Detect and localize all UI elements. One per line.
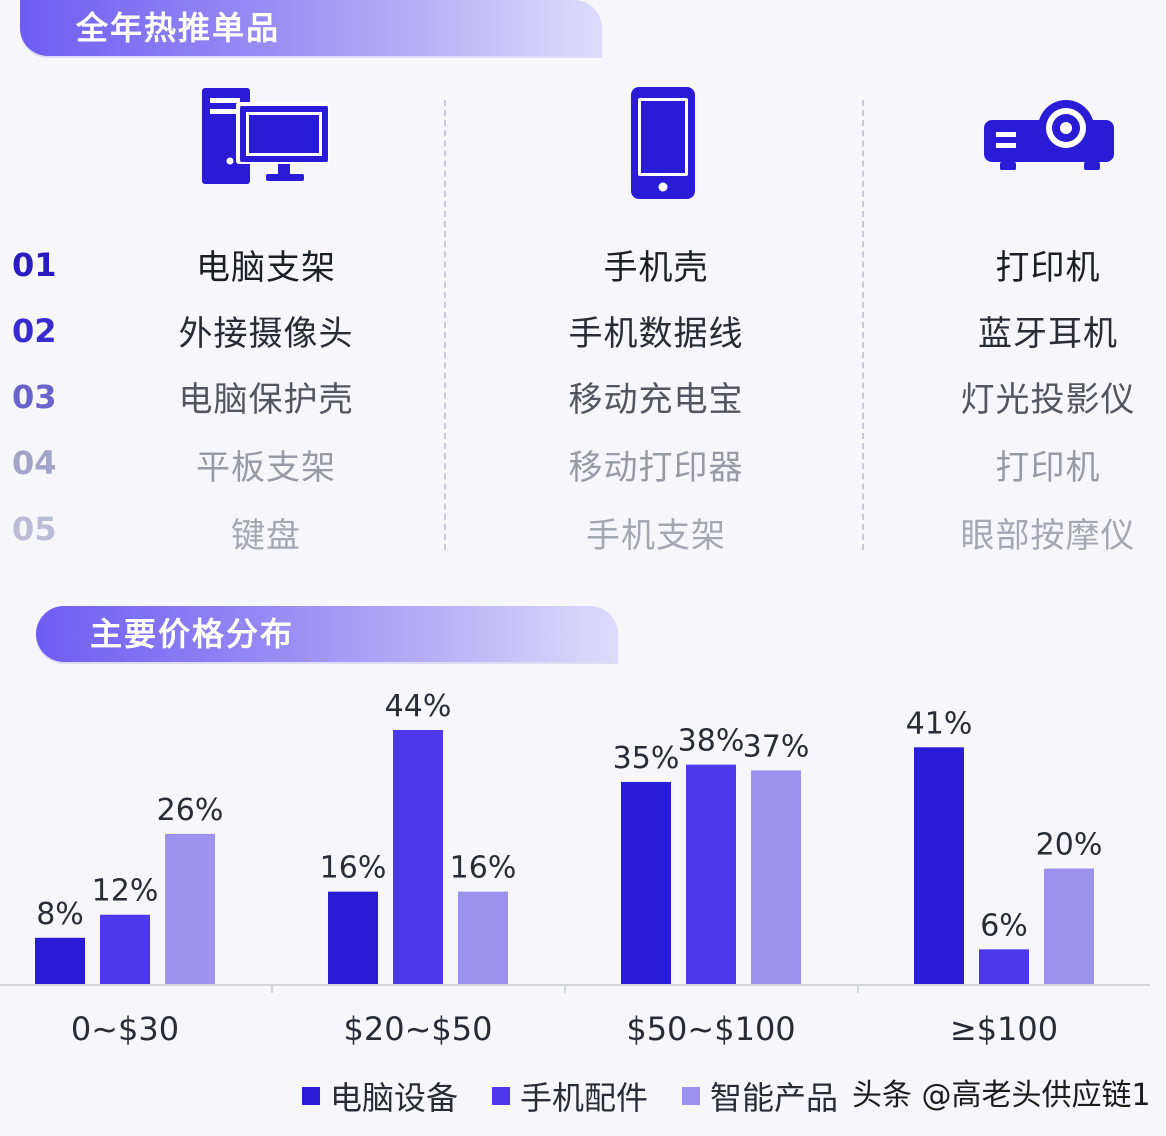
rank-number: 01 xyxy=(12,246,57,284)
product-item: 电脑支架 xyxy=(196,248,336,288)
legend-label: 手机配件 xyxy=(520,1079,649,1117)
product-item: 蓝牙耳机 xyxy=(978,314,1118,354)
bar xyxy=(751,770,801,984)
product-item: 电脑保护壳 xyxy=(178,380,354,420)
legend-item-computer-equipment: 电脑设备 xyxy=(302,1076,459,1117)
bar xyxy=(458,891,508,984)
watermark-text: 头条 @高老头供应链1 xyxy=(852,1078,1151,1113)
data-label: 6% xyxy=(980,908,1028,943)
product-item: 手机数据线 xyxy=(568,314,744,354)
legend-swatch xyxy=(302,1087,320,1105)
column-divider xyxy=(444,100,446,550)
product-item: 手机支架 xyxy=(586,516,726,556)
data-label: 38% xyxy=(678,724,745,759)
legend-swatch xyxy=(492,1087,510,1105)
data-label: 37% xyxy=(743,729,810,764)
desktop-computer-icon xyxy=(200,86,332,190)
bar xyxy=(100,914,150,984)
x-tick-label: ≥$100 xyxy=(950,1010,1058,1048)
product-item: 灯光投影仪 xyxy=(960,380,1136,420)
legend-item-phone-accessories: 手机配件 xyxy=(492,1076,649,1117)
data-label: 41% xyxy=(906,706,973,741)
bar xyxy=(621,781,671,984)
product-item: 平板支架 xyxy=(196,448,336,488)
data-label: 16% xyxy=(450,851,517,886)
product-item: 外接摄像头 xyxy=(178,314,354,354)
product-item: 移动打印器 xyxy=(568,448,744,488)
data-label: 26% xyxy=(157,793,224,828)
product-item: 眼部按摩仪 xyxy=(960,516,1136,556)
product-item: 打印机 xyxy=(995,248,1101,288)
data-label: 44% xyxy=(385,689,452,724)
bar xyxy=(1044,868,1094,984)
legend-item-smart-products: 智能产品 xyxy=(682,1076,839,1117)
x-tick-label: $20~$50 xyxy=(344,1010,493,1048)
x-tick-label: $50~$100 xyxy=(626,1010,795,1048)
legend-swatch xyxy=(682,1087,700,1105)
bar xyxy=(979,949,1029,984)
product-item: 移动充电宝 xyxy=(568,380,744,420)
rank-number: 04 xyxy=(12,444,57,482)
section-title-hot-products: 全年热推单品 xyxy=(20,0,602,56)
product-item: 手机壳 xyxy=(603,248,709,288)
section-title-price-distribution: 主要价格分布 xyxy=(36,606,618,662)
bar xyxy=(35,937,85,984)
legend-label: 电脑设备 xyxy=(330,1079,459,1117)
product-item: 打印机 xyxy=(995,448,1101,488)
data-label: 16% xyxy=(320,851,387,886)
rank-number: 02 xyxy=(12,312,57,350)
rank-number: 05 xyxy=(12,510,57,548)
data-label: 35% xyxy=(613,741,680,776)
column-divider xyxy=(862,100,864,550)
bar xyxy=(686,764,736,984)
data-label: 20% xyxy=(1036,828,1103,863)
smartphone-icon xyxy=(630,86,696,204)
legend-label: 智能产品 xyxy=(710,1079,839,1117)
bar xyxy=(914,747,964,984)
data-label: 8% xyxy=(36,897,84,932)
data-label: 12% xyxy=(92,874,159,909)
product-item: 键盘 xyxy=(231,516,301,556)
bar xyxy=(328,891,378,984)
bar xyxy=(165,833,215,984)
x-tick-label: 0~$30 xyxy=(71,1010,179,1048)
projector-icon xyxy=(982,98,1116,178)
price-distribution-bar-chart: 8%12% 26% 0~$30 16% 44% 16% $20~$50 35%38%37% $5… xyxy=(0,689,1150,1048)
rank-number: 03 xyxy=(12,378,57,416)
bar xyxy=(393,730,443,984)
